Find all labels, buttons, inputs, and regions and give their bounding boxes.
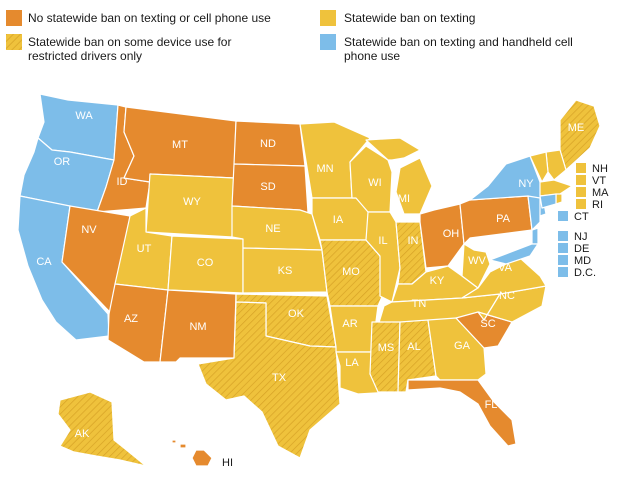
state-label-ok: OK	[288, 308, 305, 320]
state-label-wy: WY	[183, 196, 201, 208]
state-label-ms: MS	[378, 342, 395, 354]
small-state-swatch-ct	[558, 211, 568, 221]
state-me	[559, 99, 601, 171]
state-label-il: IL	[378, 235, 387, 247]
state-label-ks: KS	[278, 265, 293, 277]
state-ma	[539, 179, 573, 197]
legend-swatch-texting-handheld	[320, 34, 336, 50]
state-label-sd: SD	[260, 181, 275, 193]
legend-label-texting-handheld: Statewide ban on texting and handheld ce…	[344, 35, 573, 63]
small-state-swatch-ri	[576, 199, 586, 209]
state-md	[489, 243, 539, 265]
state-oh	[419, 203, 465, 269]
state-label-nv: NV	[81, 224, 97, 236]
state-tx	[197, 301, 341, 459]
state-ri	[555, 193, 563, 205]
state-ak	[57, 391, 147, 467]
state-nj	[527, 195, 541, 231]
state-label-co: CO	[197, 257, 214, 269]
state-label-la: LA	[345, 357, 359, 369]
state-label-nm: NM	[189, 321, 206, 333]
legend-label-no-ban: No statewide ban on texting or cell phon…	[28, 11, 271, 25]
state-label-in: IN	[408, 235, 419, 247]
map-legend: No statewide ban on texting or cell phon…	[0, 0, 624, 64]
state-label-ut: UT	[137, 243, 152, 255]
state-label-ia: IA	[333, 214, 344, 226]
state-label-mi: MI	[398, 193, 410, 205]
small-state-label-md: MD	[574, 255, 591, 267]
state-label-wi: WI	[368, 177, 381, 189]
state-label-mt: MT	[172, 139, 188, 151]
small-state-swatch-de	[558, 243, 568, 253]
small-state-swatch-md	[558, 255, 568, 265]
state-label-al: AL	[407, 341, 420, 353]
state-de	[531, 227, 539, 245]
state-label-sc: SC	[480, 318, 495, 330]
legend-label-restricted-drivers: Statewide ban on some device use for res…	[28, 35, 232, 63]
small-state-label-ma: MA	[592, 187, 609, 199]
state-label-ky: KY	[430, 275, 445, 287]
state-vt	[529, 151, 549, 183]
state-ct	[539, 193, 557, 209]
state-label-az: AZ	[124, 313, 138, 325]
state-label-hi: HI	[222, 457, 233, 469]
state-label-pa: PA	[496, 213, 511, 225]
state-label-oh: OH	[443, 228, 460, 240]
state-label-nd: ND	[260, 138, 276, 150]
state-sc	[455, 311, 513, 349]
small-state-label-nj: NJ	[574, 231, 587, 243]
small-state-label-ri: RI	[592, 199, 603, 211]
small-state-swatch-dc	[558, 267, 568, 277]
small-state-swatch-nj	[558, 231, 568, 241]
small-state-label-ct: CT	[574, 211, 589, 223]
state-label-tn: TN	[412, 298, 427, 310]
small-state-label-dc: D.C.	[574, 267, 596, 279]
state-label-me: ME	[568, 122, 585, 134]
state-hi	[171, 439, 213, 467]
state-label-or: OR	[54, 156, 71, 168]
state-label-ar: AR	[342, 318, 357, 330]
small-state-label-vt: VT	[592, 175, 606, 187]
state-fl	[407, 379, 517, 447]
state-label-mn: MN	[316, 163, 333, 175]
state-label-wa: WA	[75, 110, 93, 122]
state-label-ga: GA	[454, 340, 471, 352]
state-label-mo: MO	[342, 266, 360, 278]
state-label-ne: NE	[265, 223, 280, 235]
legend-swatch-no-ban	[6, 10, 22, 26]
state-label-ak: AK	[75, 428, 90, 440]
small-state-label-nh: NH	[592, 163, 608, 175]
small-state-swatch-ma	[576, 187, 586, 197]
small-state-swatch-vt	[576, 175, 586, 185]
legend-swatch-texting-ban	[320, 10, 336, 26]
state-label-ca: CA	[36, 256, 52, 268]
state-label-tx: TX	[272, 372, 287, 384]
state-label-id: ID	[117, 176, 128, 188]
legend-label-texting-ban: Statewide ban on texting	[344, 11, 476, 25]
state-label-nc: NC	[499, 290, 515, 302]
state-label-va: VA	[498, 262, 513, 274]
state-ms	[369, 321, 401, 393]
state-label-fl: FL	[485, 399, 498, 411]
state-label-ny: NY	[518, 178, 534, 190]
small-state-label-de: DE	[574, 243, 589, 255]
small-state-swatch-nh	[576, 163, 586, 173]
state-label-wv: WV	[468, 255, 486, 267]
legend-swatch-restricted-drivers	[6, 34, 22, 50]
